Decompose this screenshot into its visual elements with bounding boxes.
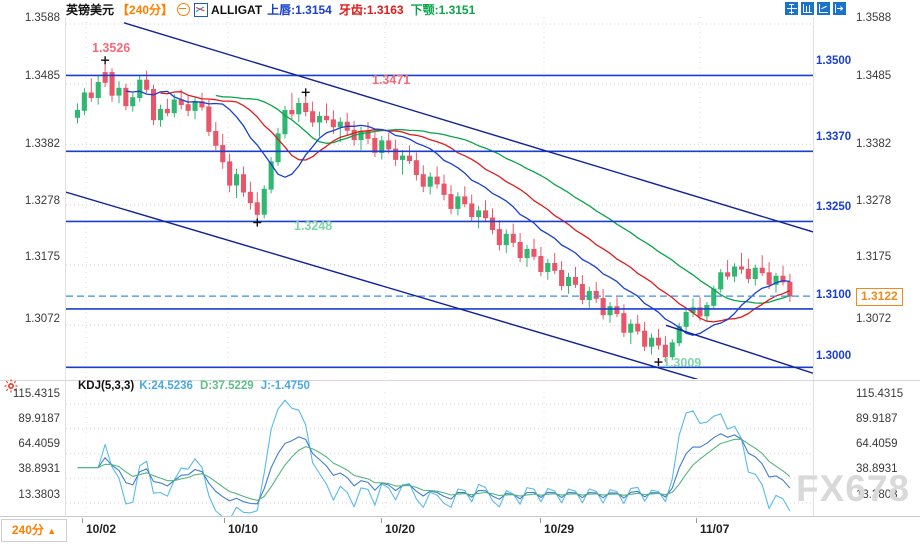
price-chart-plot[interactable] (66, 17, 813, 379)
price-right-tick-4: 1.3175 (856, 251, 892, 263)
watermark: FX678 (795, 468, 910, 509)
annotation-high-2: 1.3471 (372, 73, 411, 87)
price-right-tick-1: 1.3485 (856, 70, 892, 82)
time-tick-1: 10/10 (223, 518, 259, 536)
annotation-low-2: 1.3009 (663, 356, 702, 370)
right-axis-divider (813, 17, 814, 516)
teeth-value: 1.3163 (366, 2, 404, 17)
kdj-right-tick-1: 89.9187 (856, 413, 898, 425)
chart-header-legend: 英镑美元 【240分】 ALLIGAT 上唇:1.3154 牙齿:1.3163 下颚:1.… (66, 1, 482, 18)
lips-label: 上唇: (267, 3, 296, 17)
level-label-1-3100: 1.3100 (816, 289, 852, 301)
kdj-right-tick-2: 64.4059 (856, 438, 898, 450)
timeframe-button[interactable]: 240分 ▲ (1, 519, 67, 542)
chart-toolbar (785, 2, 846, 15)
level-label-1-3500: 1.3500 (816, 55, 852, 67)
price-left-tick-2: 1.3382 (24, 138, 60, 150)
symbol-label: 英镑美元 (66, 3, 115, 17)
trend-measure-tool-icon[interactable] (817, 2, 830, 15)
kdj-k-value: K:24.5236 (139, 380, 193, 392)
bar-measure-tool-icon[interactable] (801, 2, 814, 15)
price-right-tick-0: 1.3588 (856, 12, 892, 24)
price-left-tick-0: 1.3588 (24, 12, 60, 24)
price-kdj-divider (0, 380, 920, 381)
kdj-timeaxis-divider (0, 516, 920, 517)
time-tick-3: 10/29 (539, 518, 575, 536)
kdj-left-tick-4: 13.3803 (18, 489, 60, 501)
chart-header: 英镑美元 【240分】 ALLIGAT 上唇:1.3154 牙齿:1.3163 下颚:1.… (0, 0, 920, 17)
kdj-chart-canvas (66, 392, 813, 516)
teeth-label: 牙齿: (338, 3, 367, 17)
annotation-low-1: 1.3248 (294, 219, 333, 233)
kdj-j-value: J:-1.4750 (260, 380, 310, 392)
kdj-right-tick-4: 13.3803 (856, 489, 898, 501)
left-axis-divider (65, 17, 66, 516)
kdj-chart-plot[interactable] (66, 392, 813, 516)
time-tick-2: 10/20 (380, 518, 416, 536)
crosshair-tool-icon[interactable] (785, 2, 798, 15)
price-chart-canvas (66, 17, 813, 379)
price-right-tick-3: 1.3278 (856, 195, 892, 207)
period-label[interactable]: 【240分】 (117, 3, 174, 17)
current-price-tag: 1.3122 (856, 288, 903, 306)
price-left-tick-1: 1.3485 (24, 70, 60, 82)
shift-right-tool-icon[interactable] (833, 2, 846, 15)
level-label-1-3250: 1.3250 (816, 201, 852, 213)
level-label-1-3370: 1.3370 (816, 131, 852, 143)
kdj-left-tick-2: 64.4059 (18, 438, 60, 450)
kdj-left-tick-1: 89.9187 (18, 413, 60, 425)
level-label-1-3000: 1.3000 (816, 350, 852, 362)
time-axis: 240分 ▲ 10/02 10/10 10/20 10/29 11/07 (0, 517, 920, 544)
timeframe-arrow-icon: ▲ (47, 526, 57, 536)
price-right-tick-5: 1.3072 (856, 313, 892, 325)
price-left-tick-4: 1.3175 (24, 251, 60, 263)
circle-minus-icon[interactable] (177, 3, 191, 16)
kdj-d-value: D:37.5229 (199, 380, 254, 392)
timeframe-button-label: 240分 (11, 523, 44, 537)
jaw-label: 下颚: (410, 3, 439, 17)
kdj-header: KDJ(5,3,3) K:24.5236 D:37.5229 J:-1.4750 (78, 380, 310, 392)
lips-value: 1.3154 (295, 2, 332, 17)
kdj-name-label: KDJ(5,3,3) (78, 380, 135, 392)
price-right-tick-2: 1.3382 (856, 138, 892, 150)
annotation-high-1: 1.3526 (92, 41, 131, 55)
sun-settings-icon[interactable] (4, 379, 18, 393)
price-left-tick-5: 1.3072 (24, 313, 60, 325)
price-left-tick-3: 1.3278 (24, 195, 60, 207)
kdj-right-tick-0: 115.4315 (856, 388, 904, 400)
kdj-left-tick-0: 115.4315 (12, 388, 60, 400)
indicator-name-label: ALLIGAT (211, 2, 263, 17)
time-tick-0: 10/02 (81, 518, 117, 536)
kdj-left-tick-3: 38.8931 (18, 463, 60, 475)
time-tick-4: 11/07 (695, 518, 730, 536)
jaw-value: 1.3151 (438, 2, 476, 17)
indicator-chart-icon[interactable] (194, 2, 209, 17)
kdj-right-tick-3: 38.8931 (856, 463, 898, 475)
